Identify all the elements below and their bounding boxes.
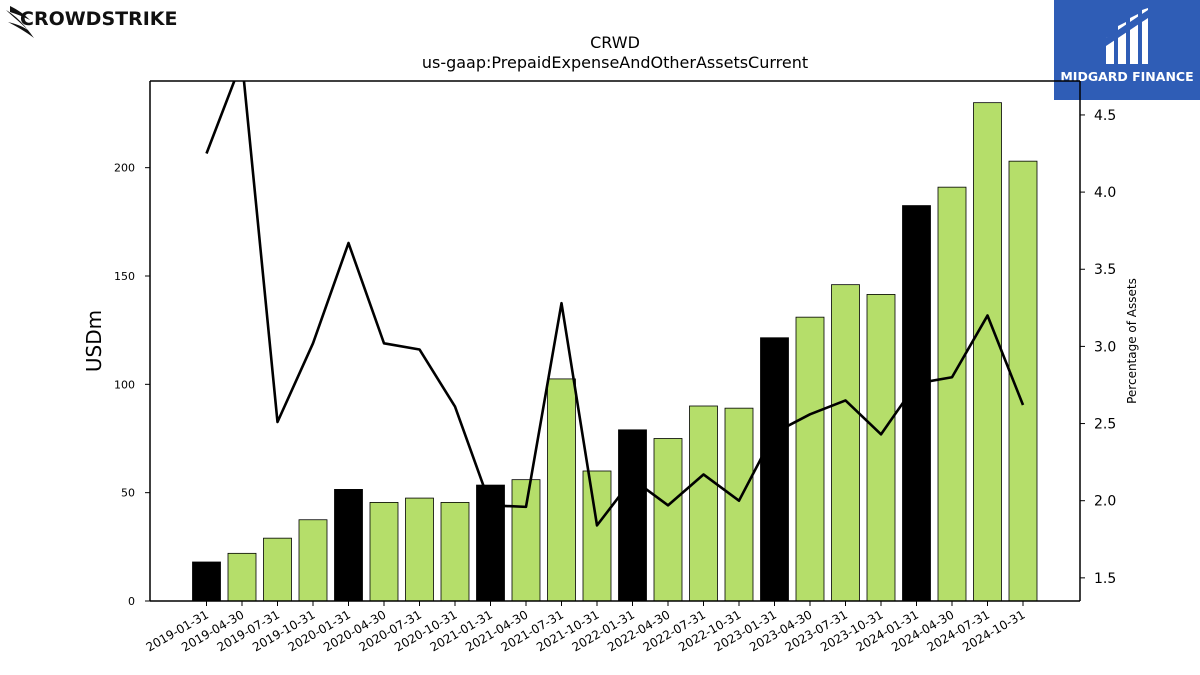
- bar: [440, 502, 470, 602]
- bar: [298, 519, 328, 602]
- bar: [760, 337, 789, 602]
- bar: [724, 407, 754, 602]
- bar: [547, 378, 576, 602]
- y2-axis-label: Percentage of Assets: [1125, 278, 1139, 404]
- bar: [405, 497, 434, 602]
- bar: [866, 294, 896, 602]
- y2-tick-label: 3.5: [1094, 262, 1116, 278]
- bar: [511, 479, 541, 602]
- bar: [192, 561, 221, 602]
- bar: [831, 284, 860, 602]
- y2-tick-label: 2.0: [1094, 494, 1116, 510]
- bar: [618, 429, 647, 602]
- bar: [263, 537, 292, 602]
- percentage-line: [205, 81, 1025, 527]
- y-tick-label: 150: [114, 270, 135, 283]
- chart-subtitle: us-gaap:PrepaidExpenseAndOtherAssetsCurr…: [422, 53, 808, 72]
- bar: [227, 552, 257, 602]
- crowdstrike-logo: CROWDSTRIKE: [6, 4, 206, 42]
- y-tick-label: 50: [121, 487, 135, 500]
- y2-tick-label: 1.5: [1094, 571, 1116, 587]
- y-axis-label: USDm: [82, 310, 106, 372]
- y2-tick-label: 4.5: [1094, 108, 1116, 124]
- bar: [973, 102, 1002, 602]
- chart-title: CRWD: [590, 33, 640, 52]
- midgard-finance-logo: MIDGARD FINANCE: [1054, 0, 1200, 100]
- bar: [937, 186, 967, 602]
- falcon-icon: [6, 6, 34, 38]
- y-tick-label: 100: [114, 378, 135, 391]
- bar: [902, 205, 931, 602]
- crowdstrike-wordmark: CROWDSTRIKE: [20, 8, 178, 30]
- bar: [689, 405, 718, 602]
- y-tick-label: 0: [128, 595, 135, 608]
- bar: [334, 489, 363, 602]
- midgard-finance-wordmark: MIDGARD FINANCE: [1060, 69, 1194, 84]
- y2-tick-label: 3.0: [1094, 339, 1116, 355]
- bar: [369, 502, 399, 602]
- midgard-m-icon: [1106, 8, 1148, 64]
- bar: [653, 438, 683, 602]
- y-tick-label: 200: [114, 162, 135, 175]
- bar: [582, 470, 612, 602]
- y2-tick-label: 2.5: [1094, 417, 1116, 433]
- y2-tick-label: 4.0: [1094, 185, 1116, 201]
- bar: [795, 316, 825, 602]
